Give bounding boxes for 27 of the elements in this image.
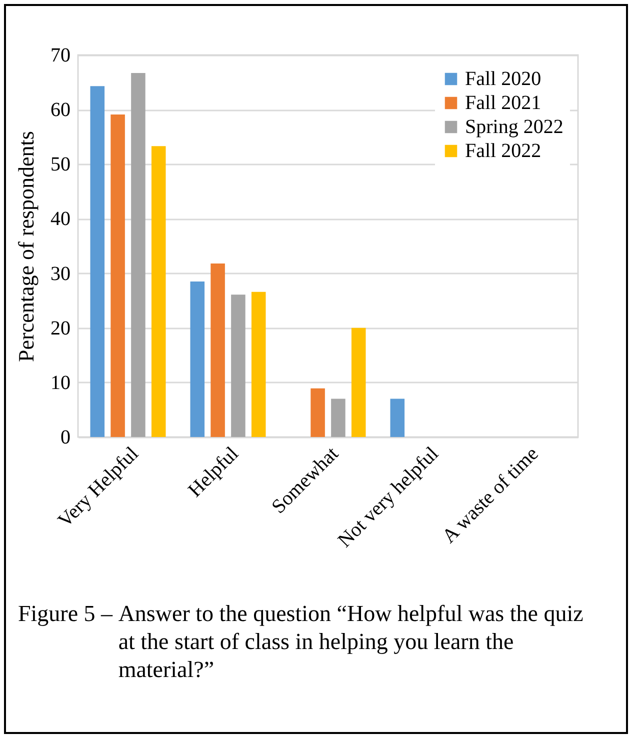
bar: [310, 388, 325, 437]
bar: [351, 328, 366, 437]
y-tick-label: 20: [50, 317, 70, 340]
bar: [251, 292, 266, 437]
caption: Figure 5 – Answer to the question “How helpful was the quiz at the start of class in helping you learn the material?”: [18, 600, 584, 684]
bar: [390, 398, 405, 437]
y-tick-label: 40: [50, 208, 70, 230]
y-tick-label: 70: [50, 44, 70, 66]
y-tick-label: 0: [60, 426, 70, 448]
bar: [110, 114, 125, 437]
bar: [331, 398, 346, 437]
legend-label: Spring 2022: [465, 116, 564, 138]
y-axis-title: Percentage of respondents: [14, 131, 38, 362]
x-tick-label: A waste of time: [438, 442, 543, 548]
legend-label: Fall 2022: [465, 140, 542, 162]
y-tick-label: 60: [50, 99, 70, 122]
bar: [190, 281, 205, 437]
bar: [131, 73, 146, 437]
legend-label: Fall 2020: [465, 68, 542, 90]
bar: [151, 146, 166, 437]
y-tick-label: 50: [50, 154, 70, 176]
bar: [231, 294, 246, 437]
y-tick-label: 10: [50, 372, 70, 394]
bar: [210, 263, 225, 437]
legend-label: Fall 2021: [465, 92, 542, 114]
y-tick-label: 30: [50, 262, 70, 285]
bar: [90, 86, 105, 437]
